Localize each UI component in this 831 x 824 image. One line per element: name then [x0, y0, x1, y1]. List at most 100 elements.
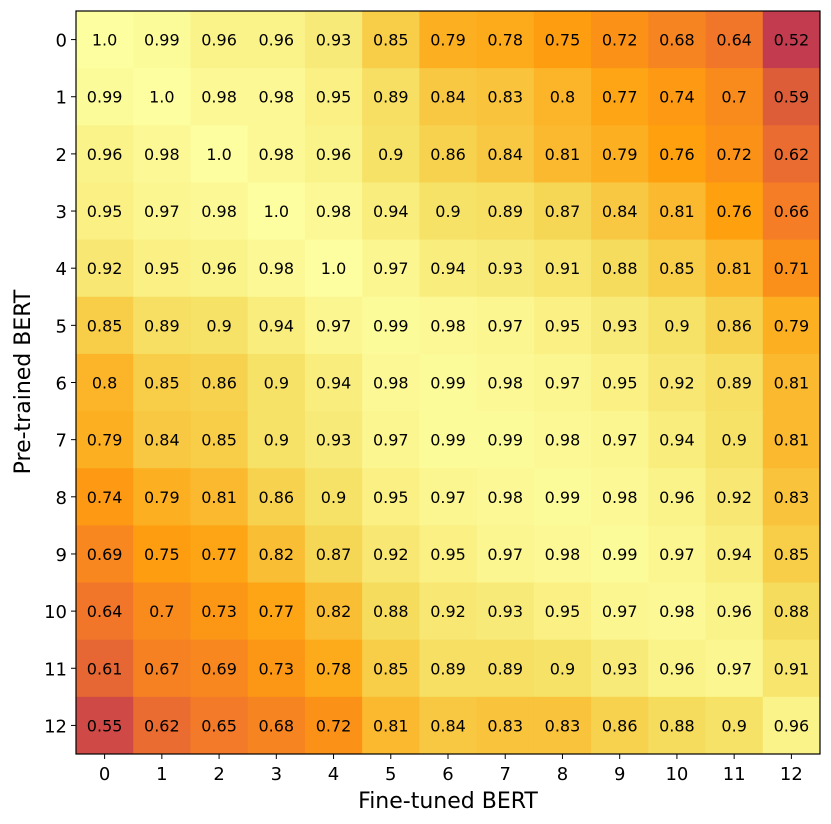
heatmap-cell: [648, 411, 707, 469]
cell-value-label: 0.9: [264, 374, 289, 393]
cell-value-label: 0.96: [316, 145, 352, 164]
cell-value-label: 0.99: [430, 374, 466, 393]
heatmap-cell: [476, 525, 535, 584]
x-tick-label: 7: [500, 764, 511, 785]
heatmap-cell: [419, 582, 478, 641]
heatmap-cell: [705, 639, 764, 698]
cell-value-label: 0.92: [87, 259, 123, 278]
cell-value-label: 0.7: [149, 602, 174, 621]
heatmap-cell: [190, 468, 249, 526]
cell-value-label: 0.79: [430, 31, 466, 50]
cell-value-label: 0.94: [430, 259, 466, 278]
cell-value-label: 0.9: [721, 431, 746, 450]
heatmap-cell: [76, 411, 134, 469]
cell-value-label: 0.98: [201, 202, 237, 221]
cell-value-label: 0.84: [144, 431, 180, 450]
heatmap-cell: [362, 582, 420, 641]
cell-value-label: 0.98: [545, 431, 581, 450]
heatmap-cell: [362, 182, 420, 241]
heatmap-cell: [419, 639, 478, 698]
cell-value-label: 1.0: [92, 31, 117, 50]
cell-value-label: 0.84: [487, 145, 523, 164]
heatmap-cell: [762, 639, 821, 698]
heatmap-cell: [648, 125, 707, 183]
heatmap-cell: [476, 125, 535, 183]
heatmap-cell: [76, 639, 134, 698]
heatmap-cell: [190, 125, 249, 183]
heatmap-cell: [419, 525, 478, 584]
cell-value-label: 0.69: [201, 659, 237, 678]
heatmap-cell: [591, 68, 649, 126]
cell-value-label: 0.79: [774, 316, 810, 335]
heatmap-cell: [76, 296, 134, 355]
cell-value-label: 0.93: [487, 602, 523, 621]
heatmap-cell: [133, 468, 191, 526]
cell-value-label: 0.82: [316, 602, 352, 621]
cell-value-label: 0.97: [716, 659, 752, 678]
heatmap-cell: [476, 582, 535, 641]
heatmap-cell: [591, 525, 649, 584]
cell-value-label: 0.95: [316, 88, 352, 107]
cell-value-label: 0.98: [545, 545, 581, 564]
x-tick-label: 2: [213, 764, 224, 785]
cell-value-label: 0.73: [258, 659, 294, 678]
heatmap-cell: [533, 239, 592, 298]
x-tick-label: 1: [156, 764, 167, 785]
heatmap-cell: [591, 411, 649, 469]
heatmap-cell: [362, 639, 420, 698]
cell-value-label: 0.85: [373, 659, 409, 678]
cell-value-label: 0.9: [664, 316, 689, 335]
heatmap-cell: [247, 696, 306, 755]
heatmap-cell: [247, 525, 306, 584]
heatmap-cell: [762, 468, 821, 526]
heatmap-cell: [533, 353, 592, 412]
heatmap-cell: [419, 11, 478, 69]
heatmap-cell: [76, 582, 134, 641]
cell-value-label: 0.82: [258, 545, 294, 564]
heatmap-cell: [304, 125, 363, 183]
heatmap-cell: [247, 182, 306, 241]
cell-value-label: 0.59: [774, 88, 810, 107]
cell-value-label: 0.72: [716, 145, 752, 164]
heatmap-cell: [476, 468, 535, 526]
y-tick-label: 2: [56, 145, 67, 166]
cell-value-label: 0.94: [659, 431, 695, 450]
heatmap-cell: [247, 68, 306, 126]
heatmap-cell: [533, 182, 592, 241]
cell-value-label: 0.97: [373, 431, 409, 450]
cell-value-label: 0.97: [487, 545, 523, 564]
heatmap-cell: [247, 125, 306, 183]
heatmap-cell: [476, 68, 535, 126]
heatmap-cell: [190, 411, 249, 469]
heatmap-cell: [190, 696, 249, 755]
heatmap-cell: [533, 525, 592, 584]
heatmap-cell: [533, 582, 592, 641]
heatmap-cell: [304, 68, 363, 126]
cell-value-label: 0.74: [87, 488, 123, 507]
heatmap-cell: [476, 696, 535, 755]
cell-value-label: 0.52: [774, 31, 810, 50]
cell-value-label: 0.9: [378, 145, 403, 164]
heatmap-cell: [190, 11, 249, 69]
heatmap-cell: [648, 353, 707, 412]
x-tick-label: 11: [723, 764, 746, 785]
cell-value-label: 0.93: [316, 31, 352, 50]
heatmap-cell: [133, 696, 191, 755]
cell-value-label: 0.65: [201, 716, 237, 735]
heatmap-cell: [533, 411, 592, 469]
heatmap-cell: [705, 468, 764, 526]
heatmap-cell: [705, 239, 764, 298]
cell-value-label: 1.0: [206, 145, 231, 164]
heatmap-cell: [247, 353, 306, 412]
cell-value-label: 0.83: [487, 88, 523, 107]
cell-value-label: 0.85: [201, 431, 237, 450]
cell-value-label: 0.9: [721, 716, 746, 735]
heatmap-cell: [362, 353, 420, 412]
x-tick-label: 8: [557, 764, 568, 785]
cell-value-label: 0.83: [545, 716, 581, 735]
cell-value-label: 0.86: [430, 145, 466, 164]
heatmap-cell: [133, 411, 191, 469]
heatmap-cell: [133, 11, 191, 69]
cell-value-label: 0.88: [373, 602, 409, 621]
